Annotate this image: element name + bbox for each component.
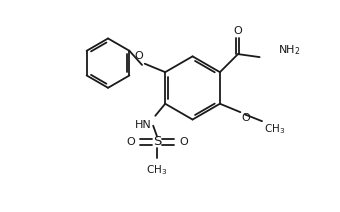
Text: O: O	[179, 137, 188, 147]
Text: O: O	[241, 113, 250, 123]
Text: CH$_3$: CH$_3$	[147, 164, 168, 177]
Text: HN: HN	[135, 120, 152, 130]
Text: O: O	[126, 137, 135, 147]
Text: S: S	[153, 135, 161, 148]
Text: O: O	[135, 51, 143, 61]
Text: O: O	[234, 26, 242, 36]
Text: CH$_3$: CH$_3$	[264, 122, 285, 136]
Text: NH$_2$: NH$_2$	[278, 44, 301, 57]
